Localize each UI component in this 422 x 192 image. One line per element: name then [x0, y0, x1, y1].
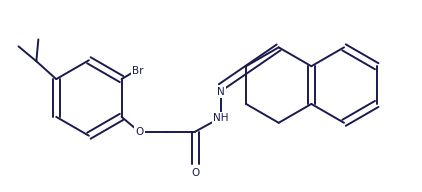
- Text: O: O: [191, 168, 199, 178]
- Text: Br: Br: [132, 66, 143, 76]
- Text: O: O: [135, 127, 143, 137]
- Text: N: N: [217, 87, 225, 97]
- Text: NH: NH: [213, 113, 229, 123]
